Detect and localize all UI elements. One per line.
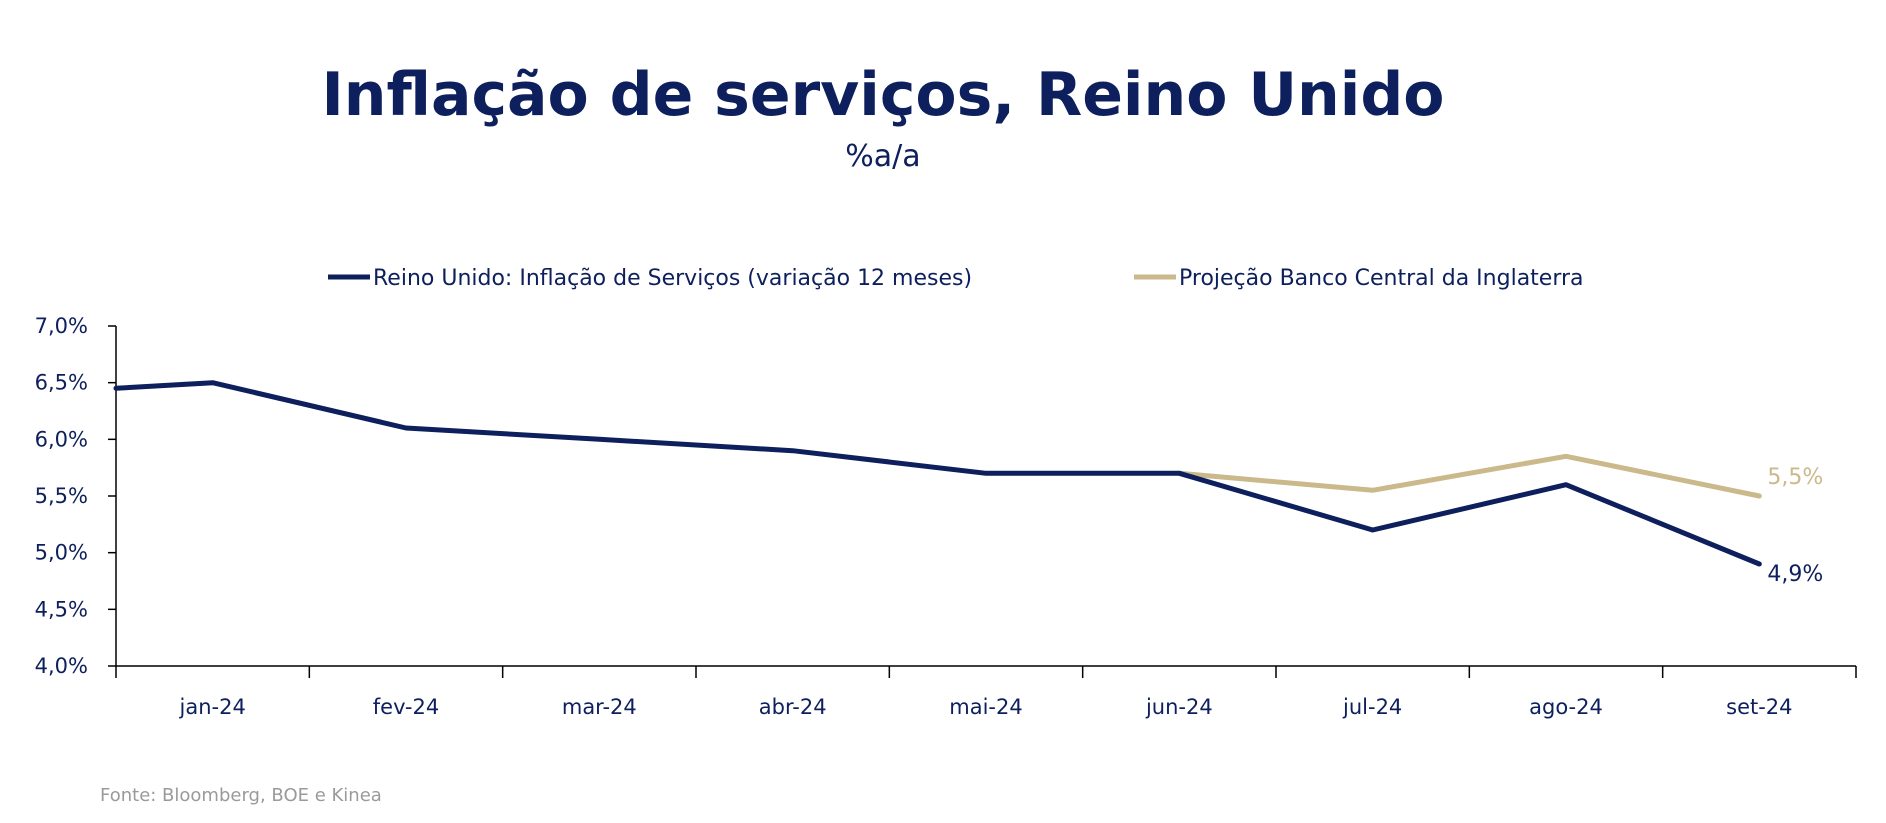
x-tick-label: abr-24 — [759, 695, 827, 719]
y-tick-label: 4,0% — [35, 654, 88, 678]
series-lines — [113, 380, 1762, 567]
y-tick-label: 6,5% — [35, 371, 88, 395]
y-ticks: 4,0% 4,5% 5,0% 5,5% 6,0% 6,5% 7,0% — [35, 314, 116, 678]
x-tick-label: fev-24 — [373, 695, 439, 719]
series-line-1 — [113, 380, 1762, 567]
x-tick-label: mai-24 — [949, 695, 1022, 719]
y-tick-label: 7,0% — [35, 314, 88, 338]
source-note: Fonte: Bloomberg, BOE e Kinea — [100, 785, 382, 806]
x-tick-label: jul-24 — [1342, 695, 1402, 719]
x-ticks: jan-24 fev-24 mar-24 abr-24 mai-24 jun-24 jul-… — [115, 666, 1857, 719]
series-line-2 — [1176, 453, 1762, 499]
end-labels: 4,9% 5,5% — [1767, 465, 1823, 587]
chart-title: Inflação de serviços, Reino Unido — [321, 60, 1444, 130]
x-tick-label: mar-24 — [562, 695, 637, 719]
x-tick-label: jan-24 — [179, 695, 246, 719]
chart-subtitle: %a/a — [845, 139, 920, 174]
end-label-series-2: 5,5% — [1767, 465, 1823, 490]
end-label-series-1: 4,9% — [1767, 562, 1823, 587]
y-tick-label: 4,5% — [35, 597, 88, 621]
y-tick-label: 5,0% — [35, 541, 88, 565]
legend-label-series-2: Projeção Banco Central da Inglaterra — [1179, 266, 1584, 291]
x-tick-label: jun-24 — [1145, 695, 1213, 719]
legend-label-series-1: Reino Unido: Inflação de Serviços (varia… — [373, 266, 972, 291]
y-tick-label: 6,0% — [35, 427, 88, 451]
x-tick-label: ago-24 — [1529, 695, 1603, 719]
y-tick-label: 5,5% — [35, 484, 88, 508]
x-tick-label: set-24 — [1726, 695, 1792, 719]
legend: Reino Unido: Inflação de Serviços (varia… — [328, 266, 1584, 291]
